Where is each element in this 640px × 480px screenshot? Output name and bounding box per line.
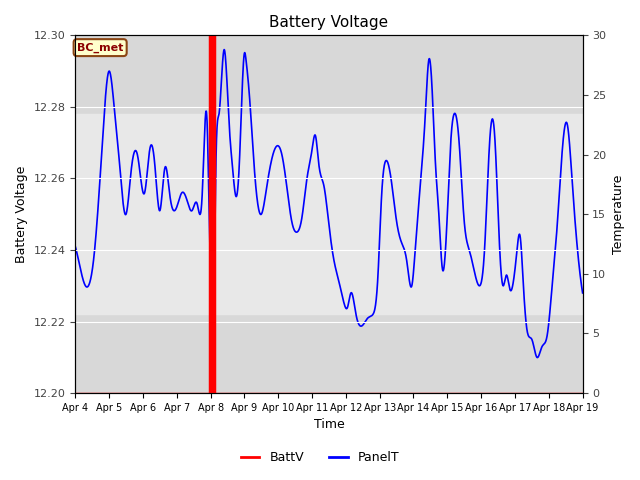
X-axis label: Time: Time: [314, 419, 344, 432]
Legend: BattV, PanelT: BattV, PanelT: [236, 446, 404, 469]
Y-axis label: Temperature: Temperature: [612, 175, 625, 254]
Title: Battery Voltage: Battery Voltage: [269, 15, 388, 30]
Text: BC_met: BC_met: [77, 43, 124, 53]
Bar: [76, 114, 582, 314]
Y-axis label: Battery Voltage: Battery Voltage: [15, 166, 28, 263]
